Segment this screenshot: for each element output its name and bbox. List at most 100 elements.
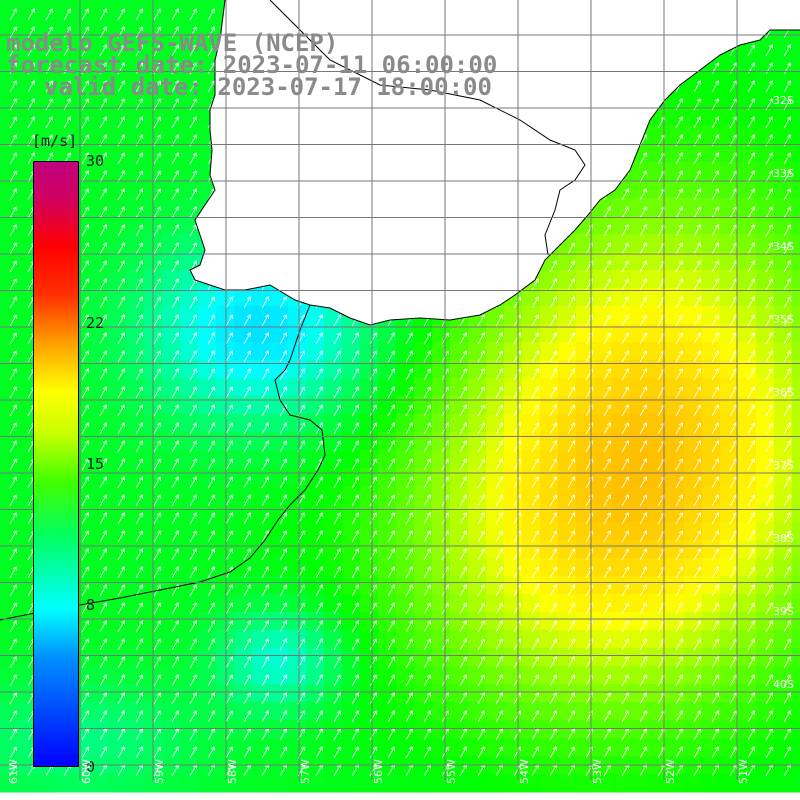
wind-arrow [459, 368, 467, 381]
wind-arrow [495, 422, 503, 435]
wind-arrow [261, 350, 269, 363]
wind-arrow [693, 80, 701, 93]
wind-arrow [279, 332, 287, 345]
wind-arrow [189, 332, 197, 345]
wind-arrow [207, 386, 215, 399]
wind-arrow [639, 386, 647, 399]
wind-arrow [783, 674, 791, 687]
wind-arrow [747, 152, 755, 165]
wind-arrow [153, 494, 161, 507]
wind-arrow [333, 404, 341, 417]
wind-arrow [315, 620, 323, 633]
wind-arrow [9, 260, 17, 273]
wind-arrow [693, 548, 701, 561]
wind-arrow [171, 26, 179, 39]
wind-arrow [783, 476, 791, 489]
wind-arrow [153, 548, 161, 561]
wind-arrow [765, 80, 773, 93]
wind-arrow [549, 440, 557, 453]
wind-arrow [189, 638, 197, 651]
wind-arrow [351, 584, 359, 597]
wind-arrow [621, 692, 629, 705]
wind-arrow [621, 476, 629, 489]
wind-arrow [711, 224, 719, 237]
field-cell [792, 576, 800, 595]
wind-arrow [117, 692, 125, 705]
wind-arrow [135, 332, 143, 345]
wind-arrow [621, 638, 629, 651]
wind-arrow [729, 710, 737, 723]
wind-arrow [693, 350, 701, 363]
wind-arrow [459, 476, 467, 489]
wind-arrow [315, 350, 323, 363]
wind-arrow [135, 530, 143, 543]
wind-arrow [423, 746, 431, 759]
wind-arrow [351, 710, 359, 723]
wind-arrow [225, 620, 233, 633]
wind-arrow [117, 170, 125, 183]
field-cell [792, 594, 800, 613]
wind-arrow [189, 314, 197, 327]
wind-arrow [567, 458, 575, 471]
wind-arrow [207, 368, 215, 381]
wind-arrow [747, 80, 755, 93]
wind-arrow [117, 62, 125, 75]
wind-arrow [81, 638, 89, 651]
wind-arrow [549, 350, 557, 363]
wind-arrow [423, 692, 431, 705]
wind-arrow [279, 314, 287, 327]
wind-arrow [747, 332, 755, 345]
field-cell [108, 774, 127, 793]
wind-arrow [477, 692, 485, 705]
wind-arrow [171, 512, 179, 525]
wind-arrow [207, 638, 215, 651]
wind-arrow [711, 530, 719, 543]
wind-arrow [675, 494, 683, 507]
wind-arrow [261, 746, 269, 759]
wind-arrow [225, 674, 233, 687]
wind-arrow [729, 278, 737, 291]
wind-arrow [189, 584, 197, 597]
wind-arrow [171, 278, 179, 291]
wind-arrow [351, 728, 359, 741]
wind-arrow [333, 746, 341, 759]
wind-arrow [207, 476, 215, 489]
wind-arrow [729, 296, 737, 309]
wind-arrow [549, 422, 557, 435]
wind-arrow [81, 494, 89, 507]
wind-arrow [603, 602, 611, 615]
wind-arrow [333, 386, 341, 399]
wind-arrow [153, 656, 161, 669]
wind-arrow [765, 728, 773, 741]
wind-arrow [765, 422, 773, 435]
wind-arrow [567, 440, 575, 453]
wind-arrow [171, 692, 179, 705]
wind-arrow [729, 404, 737, 417]
wind-arrow [81, 548, 89, 561]
wind-arrow [117, 368, 125, 381]
wind-arrow [639, 170, 647, 183]
wind-arrow [81, 386, 89, 399]
wind-arrow [351, 368, 359, 381]
wind-arrow [711, 728, 719, 741]
wind-arrow [387, 512, 395, 525]
wind-arrow [81, 116, 89, 129]
wind-arrow [117, 530, 125, 543]
wind-arrow [63, 44, 71, 57]
wind-arrow [243, 530, 251, 543]
wind-arrow [9, 692, 17, 705]
wind-arrow [135, 242, 143, 255]
wind-arrow [387, 350, 395, 363]
wind-arrow [747, 44, 755, 57]
wind-arrow [9, 80, 17, 93]
wind-arrow [711, 476, 719, 489]
wind-arrow [81, 530, 89, 543]
wind-arrow [153, 530, 161, 543]
wind-arrow [27, 116, 35, 129]
wind-arrow [207, 602, 215, 615]
wind-arrow [153, 692, 161, 705]
wind-arrow [369, 440, 377, 453]
wind-arrow [639, 512, 647, 525]
wind-arrow [207, 566, 215, 579]
wind-arrow [747, 188, 755, 201]
